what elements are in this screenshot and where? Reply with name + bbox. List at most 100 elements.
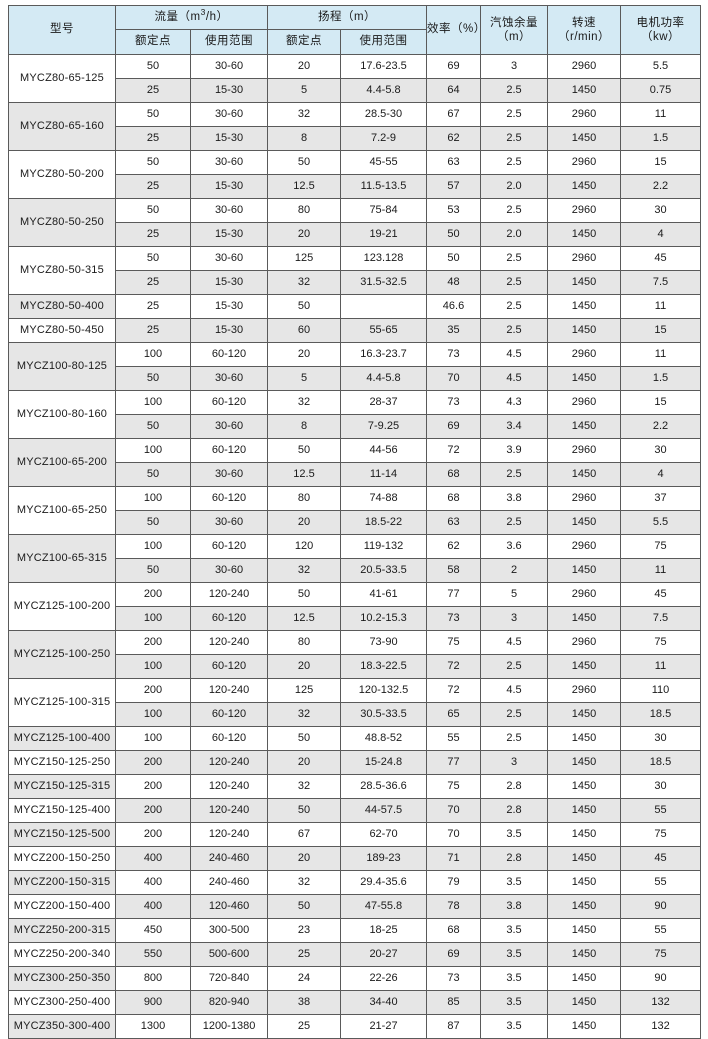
cell-head-range: 10.2-15.3	[340, 606, 428, 631]
table-row: MYCZ80-50-250 50 30-60 80 75-84 53 2.5 2960 30	[8, 198, 702, 247]
cell-npsh: 4.5	[480, 678, 549, 703]
cell-motor-power: 30	[620, 726, 702, 751]
table-row: 50 30-60 20 18.5-22 63 2.5 1450 5.5	[9, 510, 702, 535]
cell-motor-power: 18.5	[620, 750, 702, 775]
cell-model: MYCZ200-150-315	[8, 870, 116, 895]
cell-head-range: 11.5-13.5	[340, 174, 428, 199]
cell-speed: 1450	[547, 126, 622, 151]
header-motor-power: 电机功率 （kw）	[620, 5, 702, 55]
cell-flow-rated: 550	[115, 942, 191, 967]
cell-npsh: 3	[480, 750, 549, 775]
cell-motor-power: 45	[620, 846, 702, 871]
header-npsh: 汽蚀余量 （m）	[480, 5, 549, 55]
cell-flow-range: 300-500	[189, 918, 269, 943]
cell-motor-power: 75	[620, 822, 702, 847]
cell-motor-power: 110	[620, 678, 702, 703]
cell-flow-rated: 25	[115, 174, 191, 199]
cell-flow-range: 120-240	[189, 822, 269, 847]
cell-motor-power: 75	[620, 942, 702, 967]
cell-efficiency: 70	[426, 822, 482, 847]
cell-head-range: 30.5-33.5	[340, 702, 428, 727]
cell-head-rated: 20	[267, 654, 342, 679]
cell-npsh: 3.5	[480, 870, 549, 895]
cell-speed: 1450	[547, 870, 622, 895]
cell-flow-rated: 25	[115, 270, 191, 295]
cell-efficiency: 72	[426, 438, 482, 463]
cell-npsh: 3.5	[480, 990, 549, 1015]
table-body: MYCZ80-65-125 50 30-60 20 17.6-23.5 69 3 2960 5.…	[8, 54, 702, 1039]
cell-head-range: 31.5-32.5	[340, 270, 428, 295]
cell-npsh: 2.5	[480, 726, 549, 751]
header-speed: 转速 （r/min）	[547, 5, 622, 55]
cell-speed: 1450	[547, 462, 622, 487]
cell-model: MYCZ100-65-250	[8, 486, 116, 535]
cell-flow-rated: 100	[115, 654, 191, 679]
cell-npsh: 4.5	[480, 630, 549, 655]
cell-flow-rated: 100	[115, 702, 191, 727]
cell-efficiency: 78	[426, 894, 482, 919]
cell-model: MYCZ80-50-315	[8, 246, 116, 295]
cell-efficiency: 63	[426, 150, 482, 175]
cell-head-range: 123.128	[340, 246, 428, 271]
cell-npsh: 3.4	[480, 414, 549, 439]
cell-speed: 1450	[547, 846, 622, 871]
cell-efficiency: 63	[426, 510, 482, 535]
cell-head-rated: 32	[267, 774, 342, 799]
cell-head-rated: 50	[267, 438, 342, 463]
cell-head-rated: 80	[267, 198, 342, 223]
cell-motor-power: 2.2	[620, 414, 702, 439]
cell-model: MYCZ200-150-400	[8, 894, 116, 919]
cell-npsh: 3.5	[480, 1014, 549, 1039]
cell-npsh: 3	[480, 54, 549, 79]
cell-efficiency: 87	[426, 1014, 482, 1039]
cell-head-rated: 5	[267, 78, 342, 103]
cell-head-range: 18-25	[340, 918, 428, 943]
cell-head-range: 20.5-33.5	[340, 558, 428, 583]
cell-head-range: 15-24.8	[340, 750, 428, 775]
cell-model: MYCZ150-125-250	[8, 750, 116, 775]
cell-efficiency: 73	[426, 342, 482, 367]
cell-speed: 1450	[547, 510, 622, 535]
cell-head-rated: 5	[267, 366, 342, 391]
table-row: MYCZ300-250-350 800 720-840 24 22-26 73 3.5 145…	[8, 966, 702, 991]
cell-efficiency: 73	[426, 606, 482, 631]
table-row: MYCZ80-65-125 50 30-60 20 17.6-23.5 69 3 2960 5.…	[8, 54, 702, 103]
cell-head-rated: 25	[267, 1014, 342, 1039]
table-row: MYCZ250-200-340 550 500-600 25 20-27 69 3.5 145…	[8, 942, 702, 967]
cell-motor-power: 0.75	[620, 78, 702, 103]
cell-npsh: 3.6	[480, 534, 549, 559]
cell-speed: 1450	[547, 318, 622, 343]
cell-flow-range: 15-30	[189, 222, 269, 247]
cell-model: MYCZ350-300-400	[8, 1014, 116, 1039]
cell-npsh: 2.5	[480, 510, 549, 535]
cell-speed: 1450	[547, 78, 622, 103]
cell-npsh: 3.9	[480, 438, 549, 463]
cell-head-range: 7.2-9	[340, 126, 428, 151]
cell-head-range: 17.6-23.5	[340, 54, 428, 79]
cell-flow-range: 30-60	[189, 150, 269, 175]
cell-efficiency: 72	[426, 654, 482, 679]
cell-head-range: 44-56	[340, 438, 428, 463]
cell-head-range: 7-9.25	[340, 414, 428, 439]
table-row: MYCZ125-100-315 200 120-240 125 120-132.5 72 4…	[8, 678, 702, 727]
cell-model: MYCZ100-80-125	[8, 342, 116, 391]
cell-motor-power: 15	[620, 318, 702, 343]
flow-unit-superscript: 3	[200, 7, 206, 18]
cell-motor-power: 90	[620, 966, 702, 991]
cell-motor-power: 30	[620, 438, 702, 463]
cell-npsh: 2.0	[480, 222, 549, 247]
table-row: MYCZ150-125-500 200 120-240 67 62-70 70 3.5 145…	[8, 822, 702, 847]
cell-head-rated: 20	[267, 342, 342, 367]
cell-head-rated: 20	[267, 54, 342, 79]
cell-head-rated: 125	[267, 678, 342, 703]
cell-speed: 2960	[547, 54, 622, 79]
cell-model: MYCZ150-125-315	[8, 774, 116, 799]
cell-speed: 1450	[547, 654, 622, 679]
cell-npsh: 2.5	[480, 462, 549, 487]
cell-flow-rated: 100	[115, 390, 191, 415]
cell-flow-rated: 100	[115, 438, 191, 463]
cell-head-range: 28.5-36.6	[340, 774, 428, 799]
table-row: MYCZ80-50-450 25 15-30 60 55-65 35 2.5 1450 15	[8, 318, 702, 343]
cell-speed: 1450	[547, 750, 622, 775]
cell-speed: 2960	[547, 630, 622, 655]
